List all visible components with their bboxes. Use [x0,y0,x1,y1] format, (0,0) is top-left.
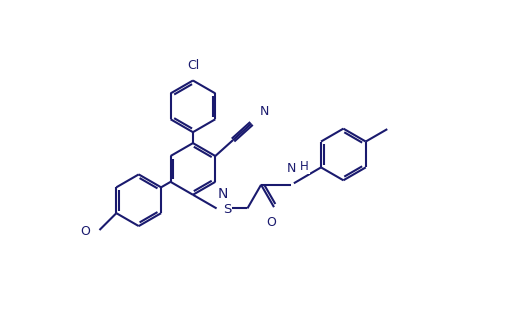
Text: Cl: Cl [187,59,199,72]
Text: O: O [81,225,90,238]
Text: O: O [267,216,277,229]
Text: N: N [260,106,269,119]
Text: S: S [223,203,232,216]
Text: H: H [300,160,309,173]
Text: N: N [287,162,297,175]
Text: N: N [218,187,228,201]
